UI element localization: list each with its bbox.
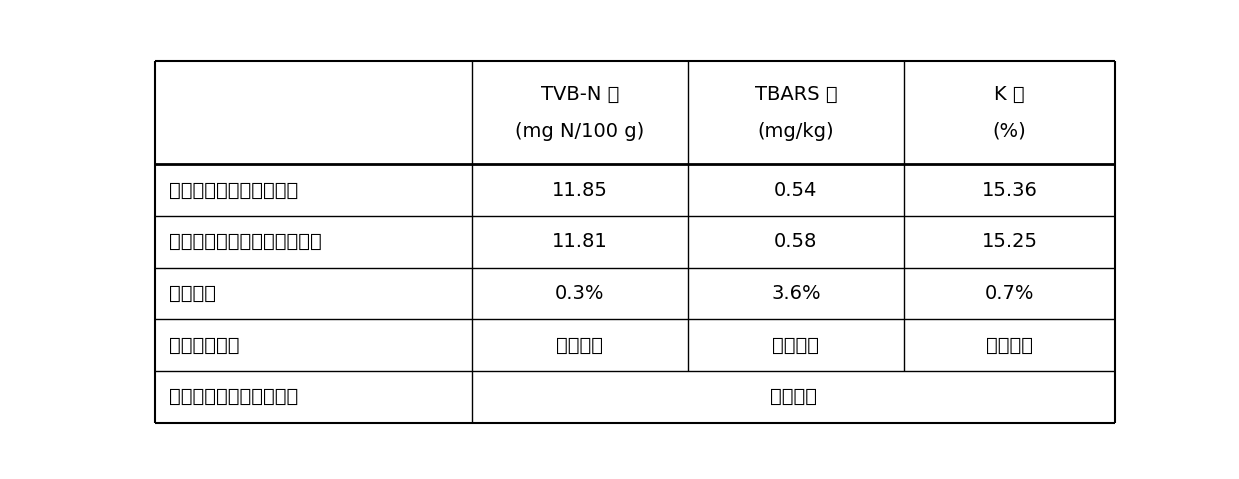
Text: 本发明方法（无损方法）: 本发明方法（无损方法）: [170, 181, 299, 200]
Text: 3.6%: 3.6%: [771, 284, 820, 303]
Text: 新鲜程度（多指标评价）: 新鲜程度（多指标评价）: [170, 388, 299, 406]
Text: 无差异性: 无差异性: [772, 336, 819, 354]
Text: 15.25: 15.25: [981, 232, 1037, 251]
Text: 无差异性: 无差异性: [986, 336, 1033, 354]
Text: K 値: K 値: [994, 85, 1025, 104]
Text: 0.7%: 0.7%: [985, 284, 1035, 303]
Text: TBARS 値: TBARS 値: [755, 85, 838, 104]
Text: 11.85: 11.85: [551, 181, 607, 200]
Text: (%): (%): [992, 122, 1026, 141]
Text: 相对误差: 相对误差: [170, 284, 217, 303]
Text: 0.54: 0.54: [774, 181, 818, 200]
Text: 一级鲜度: 一级鲜度: [769, 388, 817, 406]
Text: 15.36: 15.36: [981, 181, 1037, 200]
Text: 0.3%: 0.3%: [555, 284, 605, 303]
Text: 0.58: 0.58: [774, 232, 818, 251]
Text: (mg/kg): (mg/kg): [757, 122, 834, 141]
Text: 无差异性: 无差异性: [556, 336, 603, 354]
Text: TVB-N 値: TVB-N 値: [540, 85, 620, 104]
Text: 方法的差异性: 方法的差异性: [170, 336, 240, 354]
Text: 11.81: 11.81: [551, 232, 607, 251]
Text: 传统测量方法（破坏性方法）: 传统测量方法（破坏性方法）: [170, 232, 322, 251]
Text: (mg N/100 g): (mg N/100 g): [515, 122, 644, 141]
